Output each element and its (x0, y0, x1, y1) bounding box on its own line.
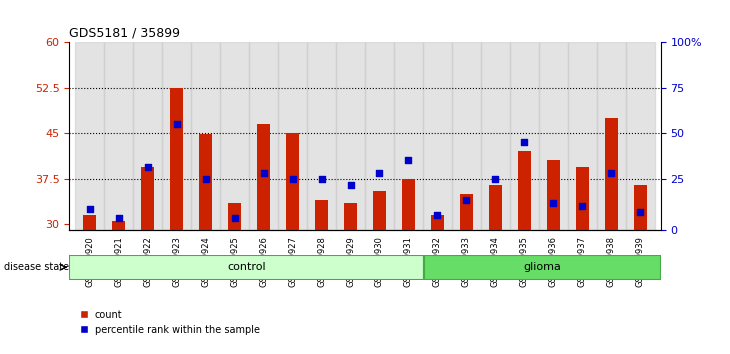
Bar (220, 42, 249, 230)
Point (112, 215, 124, 221)
Bar (307, 42, 336, 230)
Bar (597, 42, 626, 230)
Bar (69, 255, 424, 280)
Point (84, 206, 96, 212)
Bar (576, 166, 589, 230)
Point (606, 170, 618, 176)
Point (171, 121, 182, 127)
Point (287, 176, 299, 182)
Text: disease state: disease state (4, 262, 69, 272)
Bar (199, 135, 212, 230)
Bar (539, 42, 568, 230)
Bar (452, 42, 481, 230)
Bar (170, 88, 183, 230)
Point (461, 197, 472, 203)
Point (431, 212, 443, 218)
Point (577, 203, 588, 209)
Bar (162, 42, 191, 230)
Bar (75, 42, 104, 230)
Text: glioma: glioma (523, 262, 561, 272)
Point (142, 164, 153, 169)
Bar (191, 42, 220, 230)
Bar (133, 42, 162, 230)
Bar (83, 215, 96, 230)
Bar (228, 203, 241, 230)
Bar (112, 221, 125, 230)
Point (374, 170, 385, 176)
Bar (431, 215, 444, 230)
Point (200, 176, 212, 182)
Bar (518, 152, 531, 230)
Bar (489, 185, 502, 230)
Point (634, 209, 646, 215)
Bar (257, 124, 270, 230)
Point (345, 182, 356, 188)
Bar (605, 118, 618, 230)
Bar (278, 42, 307, 230)
Point (490, 176, 502, 182)
Bar (373, 191, 386, 230)
Bar (394, 42, 423, 230)
Bar (402, 179, 415, 230)
Bar (481, 42, 510, 230)
Point (228, 215, 240, 221)
Bar (286, 133, 299, 230)
Bar (344, 203, 357, 230)
Point (315, 176, 327, 182)
Bar (423, 42, 452, 230)
Bar (336, 42, 365, 230)
Text: control: control (228, 262, 266, 272)
Bar (510, 42, 539, 230)
Bar (424, 255, 661, 280)
Point (258, 170, 269, 176)
Point (548, 200, 559, 206)
Bar (104, 42, 133, 230)
Point (518, 139, 530, 145)
Bar (365, 42, 394, 230)
Point (403, 158, 415, 163)
Bar (141, 166, 154, 230)
Bar (568, 42, 597, 230)
Bar (249, 42, 278, 230)
Text: GDS5181 / 35899: GDS5181 / 35899 (69, 27, 180, 40)
Legend: count, percentile rank within the sample: count, percentile rank within the sample (74, 306, 264, 338)
Bar (634, 185, 647, 230)
Bar (626, 42, 655, 230)
Bar (315, 200, 328, 230)
Bar (460, 194, 473, 230)
Bar (547, 160, 560, 230)
